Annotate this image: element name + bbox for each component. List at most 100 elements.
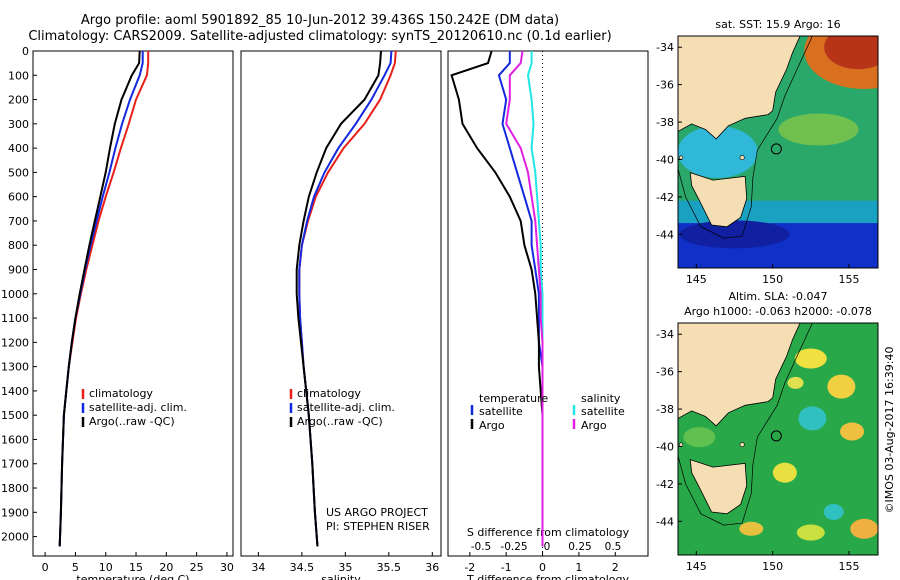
sst_map-xtick-label: 155: [838, 273, 859, 286]
sla_map-ytick-label: -36: [656, 366, 674, 379]
difference-legend-label: Argo: [581, 419, 607, 432]
sst_map-ytick-label: -40: [656, 153, 674, 166]
sla-anomaly-patch: [739, 521, 764, 536]
temperature-ytick-label: 700: [8, 215, 29, 228]
difference-xlabel: T difference from climatology: [466, 573, 629, 580]
temperature-ytick-label: 100: [8, 69, 29, 82]
temperature-xlabel: temperature (deg C): [76, 573, 189, 580]
difference-frame: [447, 50, 649, 557]
temperature-ytick-label: 1200: [1, 336, 29, 349]
sla-anomaly-patch: [850, 518, 878, 539]
sla-anomaly-patch: [787, 376, 804, 389]
temperature-xtick-label: 25: [190, 561, 204, 574]
king-island: [678, 442, 684, 447]
temperature-ytick-label: 1700: [1, 458, 29, 471]
temperature-ytick-label: 0: [22, 45, 29, 58]
sst_map-xtick-label: 150: [762, 273, 783, 286]
sst_map-xtick-label: 145: [686, 273, 707, 286]
sla_map-ytick-label: -40: [656, 440, 674, 453]
temperature-ytick-label: 600: [8, 191, 29, 204]
difference-legend-label: Argo: [479, 419, 505, 432]
difference-top-tick-label: 0.5: [605, 541, 622, 553]
sla-anomaly-patch: [772, 462, 797, 483]
temperature-legend-label: satellite-adj. clim.: [89, 401, 187, 414]
temperature-xtick-label: 30: [220, 561, 234, 574]
salinity-legend-label: Argo(..raw -QC): [297, 415, 383, 428]
sla-anomaly-patch: [796, 524, 825, 541]
sst_map-ytick-label: -44: [656, 228, 674, 241]
difference-xtick-label: 0: [539, 561, 546, 574]
sla-anomaly-patch: [827, 374, 856, 399]
temperature-ytick-label: 1400: [1, 385, 29, 398]
salinity-xtick-label: 36: [425, 561, 439, 574]
flinders-island: [739, 155, 745, 161]
mainland-australia: [678, 36, 801, 140]
sst-mid-patch: [778, 113, 859, 146]
difference-legend-label: satellite: [479, 405, 523, 418]
shelf-contour: [678, 323, 813, 526]
temperature-ytick-label: 200: [8, 94, 29, 107]
difference-xtick-label: 1: [575, 561, 582, 574]
temperature-ytick-label: 1800: [1, 482, 29, 495]
mainland-australia: [678, 323, 801, 427]
sla-anomaly-patch: [798, 406, 827, 431]
sla_map-xtick-label: 150: [762, 560, 783, 573]
temperature-xtick-label: 20: [159, 561, 173, 574]
sst-map-title: sat. SST: 15.9 Argo: 16: [715, 18, 840, 31]
sst_map-ytick-label: -38: [656, 116, 674, 129]
temperature-ytick-label: 900: [8, 264, 29, 277]
plot-title-line1: Argo profile: aoml 5901892_85 10-Jun-201…: [80, 13, 560, 28]
temperature-ytick-label: 1900: [1, 506, 29, 519]
temperature-ytick-label: 1100: [1, 312, 29, 325]
temperature-ytick-label: 400: [8, 142, 29, 155]
temperature-ytick-label: 1000: [1, 288, 29, 301]
temperature-legend-label: climatology: [89, 387, 153, 400]
salinity-frame: [240, 50, 442, 557]
temperature-frame: [32, 50, 234, 557]
sst-deep-cold: [679, 220, 790, 249]
sla_map-ytick-label: -44: [656, 515, 674, 528]
sla-map-subtitle: Argo h1000: -0.063 h2000: -0.078: [684, 305, 872, 318]
copyright-side-label: ©IMOS 03-Aug-2017 16:39:40: [883, 347, 896, 514]
sla_map-xtick-label: 155: [838, 560, 859, 573]
salinity-xtick-label: 34: [251, 561, 265, 574]
sla_map-ytick-label: -42: [656, 478, 674, 491]
sla-map-title: Altim. SLA: -0.047: [728, 290, 827, 303]
sla-anomaly-patch: [840, 422, 865, 441]
sla_map-ytick-label: -38: [656, 403, 674, 416]
sst-strait: [678, 126, 758, 178]
salinity-xtick-label: 35.5: [377, 561, 402, 574]
temperature-xtick-label: 5: [72, 561, 79, 574]
flinders-island: [739, 442, 745, 448]
temperature-xtick-label: 0: [42, 561, 49, 574]
difference-series-argo: [505, 50, 544, 547]
temperature-ytick-label: 800: [8, 239, 29, 252]
salinity-legend-label: satellite-adj. clim.: [297, 401, 395, 414]
sst_map-ytick-label: -42: [656, 191, 674, 204]
profile-location-marker: [770, 143, 782, 155]
difference-xtick-label: -2: [464, 561, 475, 574]
salinity-legend-label: climatology: [297, 387, 361, 400]
temperature-legend-label: Argo(..raw -QC): [89, 415, 175, 428]
profile-location-marker: [770, 430, 782, 442]
salinity-series-argo-raw-qc-: [295, 50, 382, 547]
salinity-annotation: US ARGO PROJECT: [326, 506, 428, 519]
salinity-annotation: PI: STEPHEN RISER: [326, 520, 430, 533]
difference-xtick-label: 2: [612, 561, 619, 574]
difference-legend-salinity-heading: salinity: [581, 392, 621, 405]
temperature-xtick-label: 10: [99, 561, 113, 574]
temperature-ytick-label: 1600: [1, 433, 29, 446]
king-island: [678, 155, 684, 160]
temperature-series-argo-raw-qc-: [58, 50, 141, 547]
sst_map-frame: [677, 35, 879, 269]
sst_map-ytick-label: -36: [656, 79, 674, 92]
sla_map-xtick-label: 145: [686, 560, 707, 573]
difference-legend-temperature-heading: temperature: [479, 392, 548, 405]
difference-legend-label: satellite: [581, 405, 625, 418]
difference-top-tick-label: 0.25: [568, 541, 591, 553]
temperature-ytick-label: 1500: [1, 409, 29, 422]
temperature-ytick-label: 1300: [1, 361, 29, 374]
salinity-xlabel: salinity: [321, 573, 361, 580]
sst_map-ytick-label: -34: [656, 41, 674, 54]
